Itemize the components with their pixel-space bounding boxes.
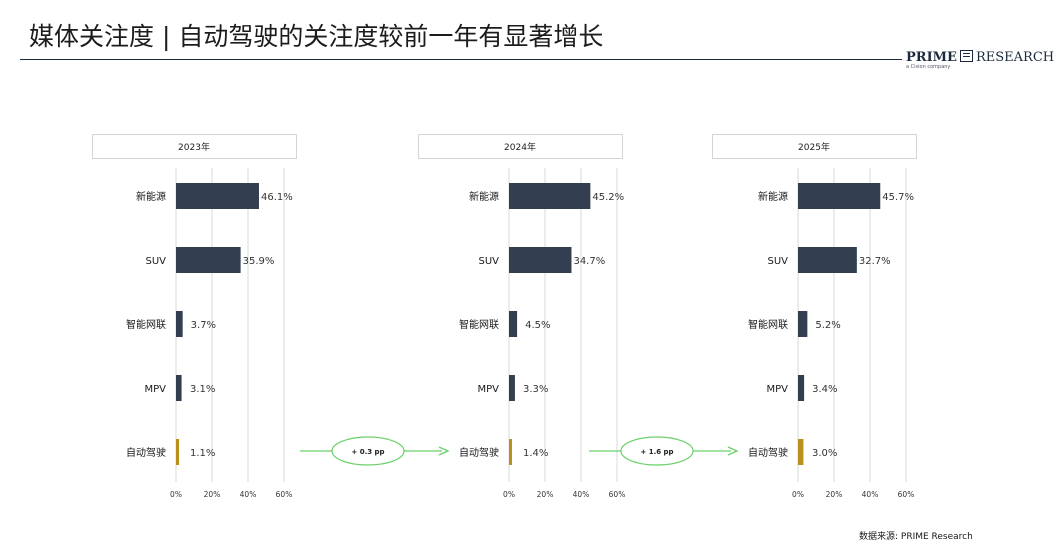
value-label-2023-3: 3.1% [190, 384, 215, 395]
value-label-2024-1: 34.7% [573, 256, 605, 267]
tick-label-2024-1: 20% [537, 490, 554, 499]
tick-label-2023-3: 60% [276, 490, 293, 499]
change-badge-0 [331, 436, 405, 466]
panel-title-2023: 2023年 [178, 141, 210, 153]
category-label-2024-3: MPV [478, 384, 500, 395]
bar-2025-3 [798, 375, 805, 401]
value-label-2024-0: 45.2% [592, 192, 624, 203]
value-label-2024-2: 4.5% [525, 320, 550, 331]
category-label-2024-4: 自动驾驶 [459, 446, 499, 459]
panel-header-2024 [418, 134, 623, 159]
bar-2023-2 [176, 311, 183, 337]
category-label-2023-3: MPV [145, 384, 167, 395]
logo-brand-bold: PRIME [906, 50, 957, 65]
tick-label-2024-3: 60% [609, 490, 626, 499]
value-label-2023-1: 35.9% [243, 256, 275, 267]
category-label-2024-0: 新能源 [469, 190, 499, 203]
value-label-2025-2: 5.2% [815, 320, 840, 331]
category-label-2025-0: 新能源 [758, 190, 788, 203]
category-label-2024-1: SUV [478, 256, 499, 267]
tick-label-2024-0: 0% [503, 490, 515, 499]
category-label-2025-1: SUV [767, 256, 788, 267]
panel-header-2025 [712, 134, 917, 159]
tick-label-2025-2: 40% [862, 490, 879, 499]
change-badge-label-1: + 1.6 pp [640, 448, 673, 456]
bar-2025-1 [798, 247, 857, 273]
title-rule [20, 59, 902, 60]
category-label-2024-2: 智能网联 [459, 318, 499, 331]
bar-2023-3 [176, 375, 182, 401]
tick-label-2025-3: 60% [898, 490, 915, 499]
change-badge-1 [620, 436, 694, 466]
bar-2025-4 [798, 439, 804, 465]
tick-label-2025-1: 20% [826, 490, 843, 499]
value-label-2023-0: 46.1% [261, 192, 293, 203]
tick-label-2024-2: 40% [573, 490, 590, 499]
bar-2025-0 [798, 183, 881, 209]
category-label-2023-1: SUV [145, 256, 166, 267]
value-label-2025-0: 45.7% [882, 192, 914, 203]
category-label-2025-3: MPV [767, 384, 789, 395]
bar-2024-4 [509, 439, 512, 465]
change-arrowhead-1 [727, 446, 739, 456]
logo-brand-rest: RESEARCH [975, 50, 1055, 65]
bar-2023-4 [176, 439, 179, 465]
panel-header-2023 [92, 134, 297, 159]
category-label-2023-4: 自动驾驶 [126, 446, 166, 459]
change-arrowhead-0 [438, 446, 450, 456]
value-label-2025-4: 3.0% [812, 448, 837, 459]
bar-2024-1 [509, 247, 572, 273]
value-label-2024-3: 3.3% [523, 384, 548, 395]
category-label-2023-2: 智能网联 [126, 318, 166, 331]
bar-2024-2 [509, 311, 518, 337]
tick-label-2023-2: 40% [240, 490, 257, 499]
value-label-2023-4: 1.1% [190, 448, 215, 459]
tick-label-2023-0: 0% [170, 490, 182, 499]
bar-2023-1 [176, 247, 241, 273]
bar-2024-0 [509, 183, 591, 209]
prime-research-logo: PRIME RESEARCH a Cision company [906, 50, 1054, 70]
panel-title-2024: 2024年 [504, 141, 536, 153]
value-label-2024-4: 1.4% [523, 448, 548, 459]
value-label-2025-1: 32.7% [859, 256, 891, 267]
panel-title-2025: 2025年 [798, 141, 830, 153]
bar-2025-2 [798, 311, 808, 337]
source-note: 数据来源: PRIME Research [859, 532, 973, 542]
category-label-2023-0: 新能源 [136, 190, 166, 203]
bar-2023-0 [176, 183, 259, 209]
category-label-2025-4: 自动驾驶 [748, 446, 788, 459]
value-label-2023-2: 3.7% [191, 320, 216, 331]
page-title: 媒体关注度 | 自动驾驶的关注度较前一年有显著增长 [29, 22, 604, 51]
category-label-2025-2: 智能网联 [748, 318, 788, 331]
logo-tagline: a Cision company [906, 64, 951, 70]
tick-label-2023-1: 20% [204, 490, 221, 499]
value-label-2025-3: 3.4% [812, 384, 837, 395]
change-badge-label-0: + 0.3 pp [351, 448, 384, 456]
tick-label-2025-0: 0% [792, 490, 804, 499]
logo-book-icon [959, 50, 973, 62]
bar-2024-3 [509, 375, 515, 401]
